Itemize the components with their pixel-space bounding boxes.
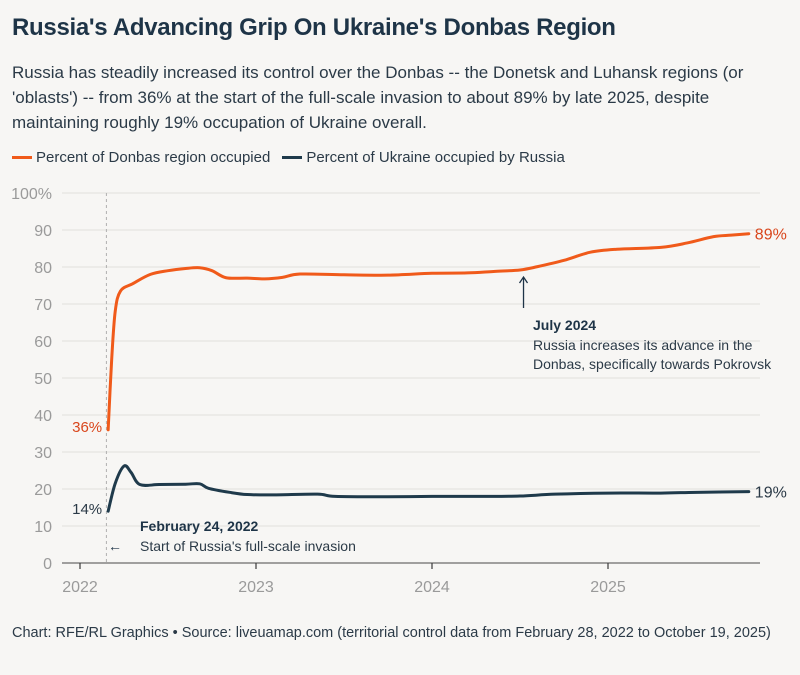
july-2024-arrow-head (518, 275, 529, 284)
legend-label-donbas: Percent of Donbas region occupied (36, 149, 271, 166)
y-tick-label: 50 (34, 371, 52, 388)
july-2024-annotation-title: July 2024 (533, 317, 596, 333)
y-tick-label: 30 (34, 445, 52, 462)
invasion-annotation-text: Start of Russia's full-scale invasion (140, 538, 356, 554)
y-tick-label: 90 (34, 223, 52, 240)
x-tick-label: 2025 (590, 579, 626, 596)
chart-subtitle: Russia has steadily increased its contro… (12, 63, 744, 132)
july-2024-annotation-text: Russia increases its advance in the (533, 337, 753, 353)
y-tick-label: 0 (43, 556, 52, 573)
legend: Percent of Donbas region occupied Percen… (12, 149, 565, 166)
y-tick-label: 10 (34, 519, 52, 536)
invasion-annotation-title: February 24, 2022 (140, 518, 259, 534)
x-tick-label: 2024 (414, 579, 450, 596)
chart-source: Chart: RFE/RL Graphics • Source: liveuam… (12, 625, 771, 641)
y-tick-label: 60 (34, 334, 52, 351)
legend-item-ukraine: Percent of Ukraine occupied by Russia (282, 149, 565, 166)
ukraine-start-label: 14% (72, 501, 102, 518)
x-tick-label: 2022 (62, 579, 98, 596)
donbas-line (106, 232, 751, 432)
chart-title: Russia's Advancing Grip On Ukraine's Don… (12, 14, 616, 41)
y-tick-label: 20 (34, 482, 52, 499)
legend-swatch-donbas (12, 156, 32, 159)
y-tick-label: 40 (34, 408, 52, 425)
legend-swatch-ukraine (282, 156, 303, 159)
legend-item-donbas: Percent of Donbas region occupied (12, 149, 270, 166)
ukraine-line (106, 464, 751, 513)
x-tick-label: 2023 (238, 579, 274, 596)
july-2024-annotation-text: Donbas, specifically towards Pokrovsk (533, 356, 772, 372)
ukraine-end-label: 19% (755, 485, 787, 502)
y-tick-label: 100% (11, 186, 52, 203)
donbas-end-label: 89% (755, 227, 787, 244)
y-tick-label: 80 (34, 260, 52, 277)
invasion-annotation-arrow: ← (108, 538, 122, 554)
legend-label-ukraine: Percent of Ukraine occupied by Russia (306, 149, 565, 166)
y-tick-label: 70 (34, 297, 52, 314)
line-chart: 0 10 20 30 40 50 60 70 80 90 100% 2022 2023 2024 2025 3… (11, 186, 787, 596)
donbas-start-label: 36% (72, 419, 102, 436)
